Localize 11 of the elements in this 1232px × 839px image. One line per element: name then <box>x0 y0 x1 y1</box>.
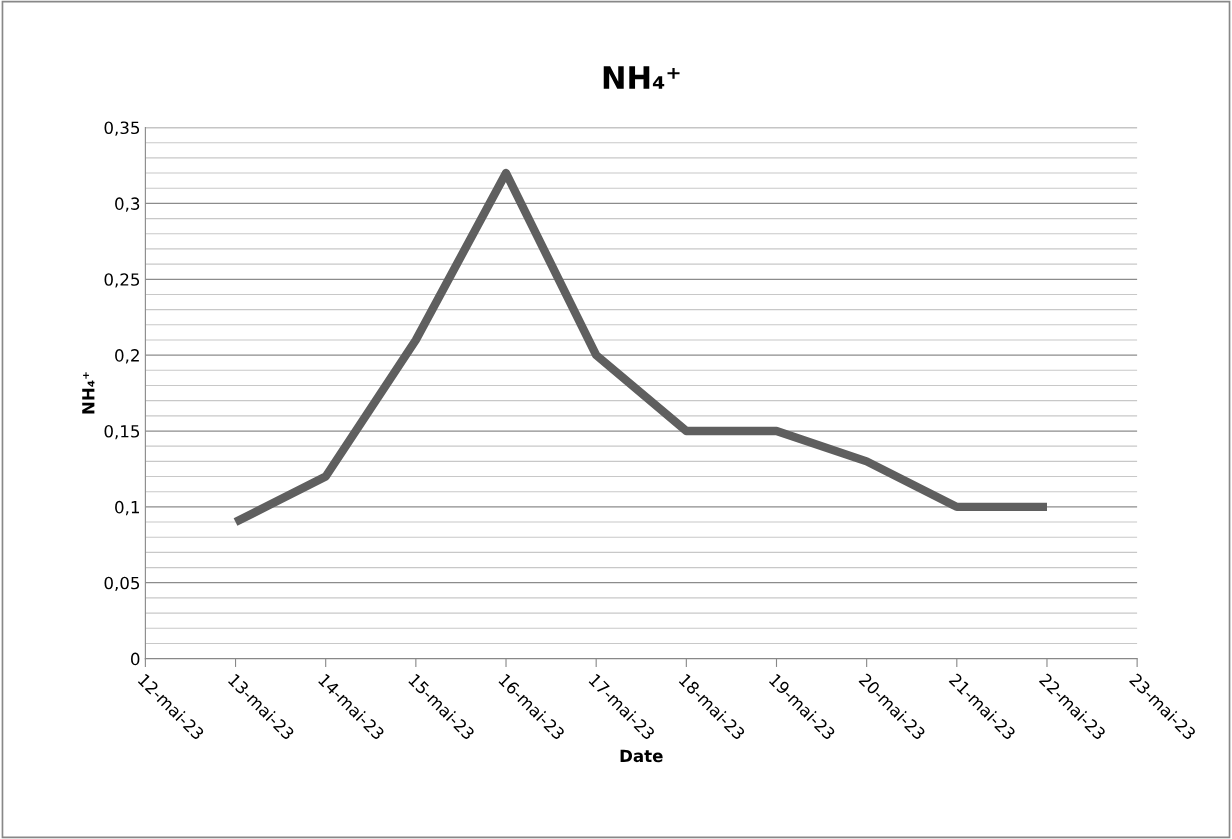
y-tick-label: 0,15 <box>104 424 140 440</box>
y-tick-label: 0,2 <box>115 349 139 364</box>
y-tick-label: 0,05 <box>104 576 140 592</box>
y-tick-label: 0,3 <box>115 197 140 212</box>
y-tick-label: 0,1 <box>115 500 139 516</box>
y-tick-label: 0,35 <box>104 121 140 136</box>
chart-title: NH₄⁺ <box>603 66 680 89</box>
y-tick-label: 0 <box>131 652 140 666</box>
y-tick-label: 0,25 <box>104 273 140 288</box>
y-axis-title: NH₄⁺ <box>82 372 95 414</box>
x-axis-title: Date <box>620 749 663 763</box>
